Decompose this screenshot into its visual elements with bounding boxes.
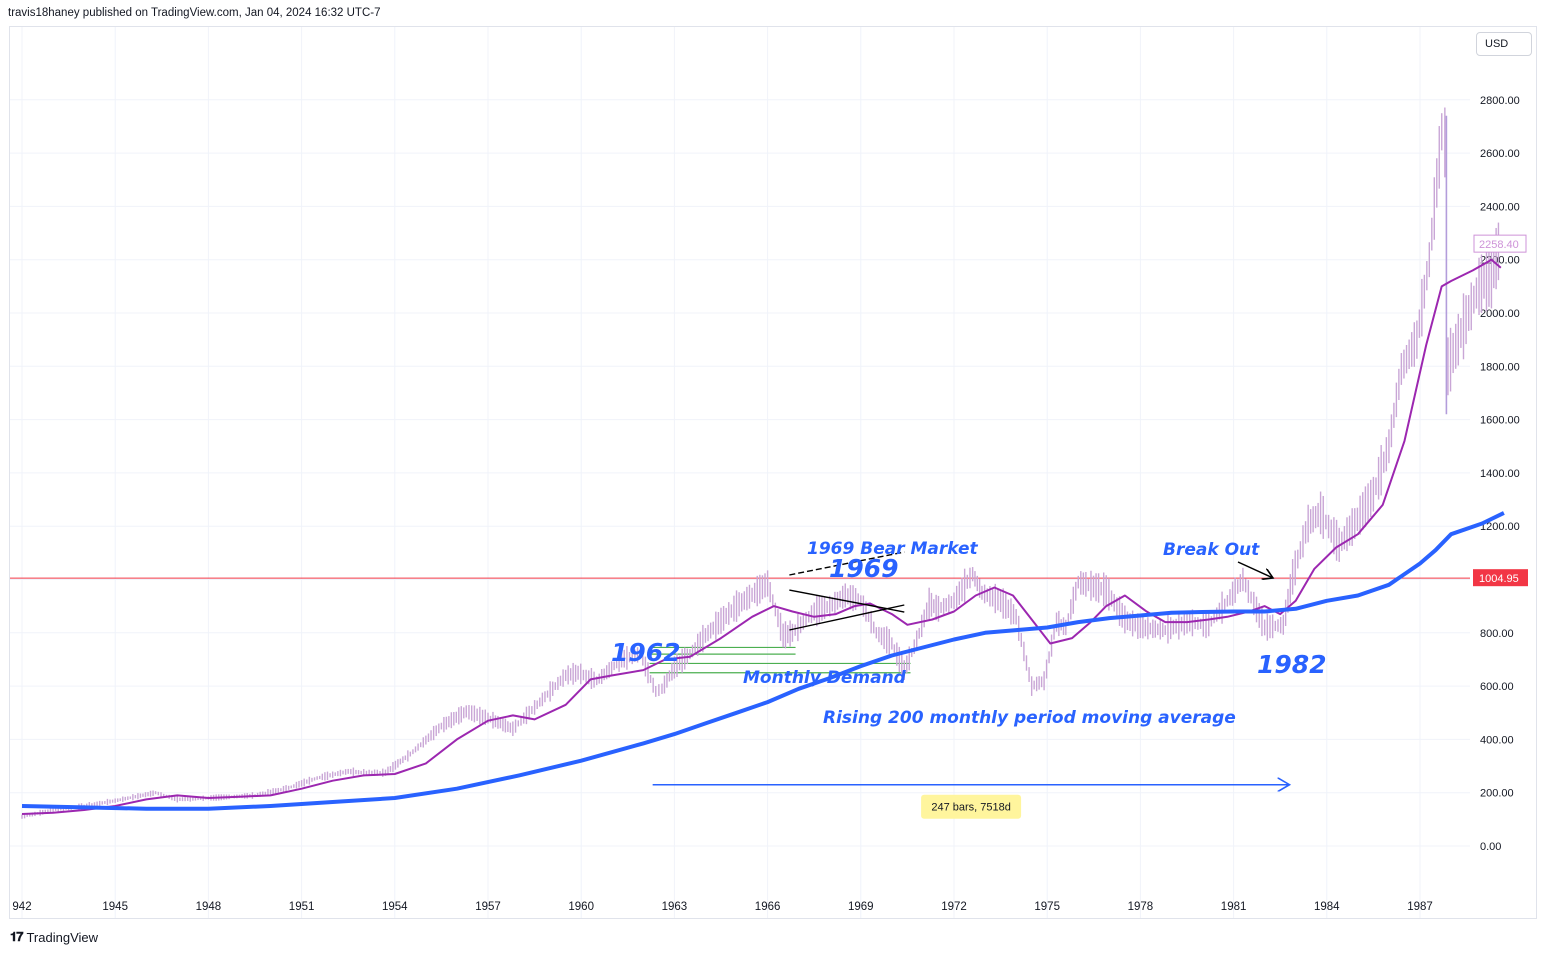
- annotation-bear-market: 1969 Bear Market: [807, 539, 978, 559]
- channel-line: [789, 604, 905, 631]
- annotation-ma-note: Rising 200 monthly period moving average: [823, 708, 1236, 728]
- price-tags: 2258.40 1004.95: [1473, 234, 1528, 587]
- x-tick-label: 1987: [1407, 901, 1433, 913]
- y-tick-label: 400.00: [1480, 734, 1514, 746]
- x-tick-label: 942: [12, 901, 31, 913]
- x-tick-label: 1981: [1221, 901, 1247, 913]
- chart-frame: [9, 26, 1537, 919]
- measure-label: 247 bars, 7518d: [931, 802, 1011, 814]
- y-tick-label: 0.00: [1480, 841, 1501, 853]
- x-tick-label: 1963: [662, 901, 688, 913]
- y-tick-label: 600.00: [1480, 681, 1514, 693]
- measure-label-box: [921, 794, 1022, 819]
- current-price-label: 2258.40: [1479, 239, 1519, 251]
- ma-fast-line: [21, 258, 1502, 815]
- y-tick-label: 2400.00: [1480, 201, 1520, 213]
- x-tick-label: 1954: [382, 901, 408, 913]
- y-tick-label: 1600.00: [1480, 415, 1520, 427]
- ma-200-line: [21, 511, 1505, 811]
- x-tick-label: 1975: [1034, 901, 1060, 913]
- y-tick-label: 1400.00: [1480, 468, 1520, 480]
- annotation-monthly-demand: Monthly Demand: [743, 668, 907, 688]
- y-tick-label: 2200.00: [1480, 255, 1520, 267]
- x-axis-labels: 942 1945 1948 1951 1954 1957 1960 1963 1966 1969 1…: [12, 901, 1432, 913]
- x-tick-label: 1969: [848, 901, 874, 913]
- y-tick-label: 2000.00: [1480, 308, 1520, 320]
- x-tick-label: 1978: [1128, 901, 1154, 913]
- x-tick-label: 1984: [1314, 901, 1340, 913]
- x-tick-label: 1957: [475, 901, 501, 913]
- x-tick-label: 1951: [289, 901, 315, 913]
- x-tick-label: 1948: [196, 901, 222, 913]
- channel-line: [789, 551, 905, 576]
- level-price-label: 1004.95: [1479, 573, 1519, 585]
- annotation-break-out: Break Out: [1163, 540, 1260, 560]
- x-tick-label: 1966: [755, 901, 781, 913]
- price-bars: [21, 107, 1500, 819]
- y-tick-label: 1200.00: [1480, 521, 1520, 533]
- currency-selector[interactable]: USD: [1476, 32, 1532, 56]
- x-tick-label: 1960: [568, 901, 594, 913]
- y-axis-labels: 2800.00 2600.00 2400.00 2200.00 2000.00 1800.…: [1480, 95, 1520, 853]
- annotation-1982: 1982: [1257, 650, 1327, 679]
- level-price-tag: [1473, 569, 1528, 587]
- annotation-1969: 1969: [829, 554, 899, 583]
- y-tick-label: 1800.00: [1480, 361, 1520, 373]
- y-tick-label: 800.00: [1480, 628, 1514, 640]
- x-tick-label: 1972: [941, 901, 967, 913]
- footer: 𝟏𝟕 TradingView: [10, 929, 98, 945]
- publisher-header: travis18haney published on TradingView.c…: [8, 7, 381, 19]
- annotation-1962: 1962: [611, 638, 681, 667]
- breakout-arrow-icon: [1237, 561, 1273, 578]
- moving-average-lines: [21, 258, 1505, 815]
- y-tick-label: 2600.00: [1480, 148, 1520, 160]
- current-price-tag: [1473, 234, 1527, 253]
- tradingview-logo-icon: 𝟏𝟕: [10, 929, 24, 944]
- y-tick-label: 200.00: [1480, 788, 1514, 800]
- channel-line: [789, 589, 905, 613]
- footer-brand: TradingView: [26, 929, 99, 945]
- x-tick-label: 1945: [102, 901, 128, 913]
- y-tick-label: 2800.00: [1480, 95, 1520, 107]
